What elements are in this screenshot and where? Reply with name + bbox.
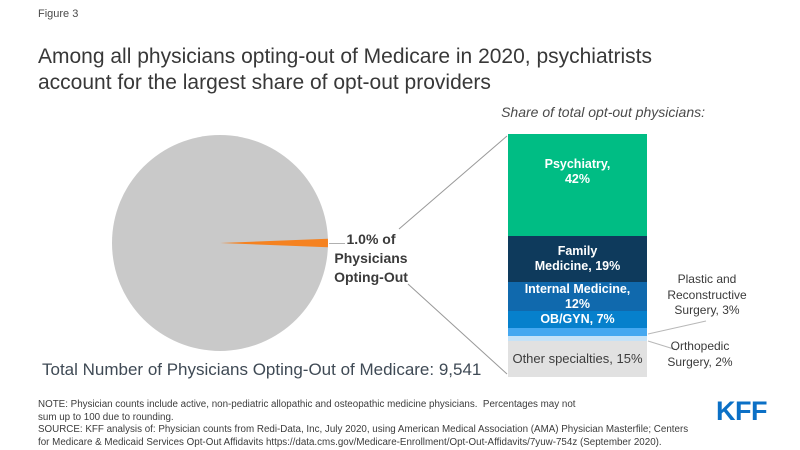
- bar-segment-other-label: Other specialties, 15%: [512, 351, 643, 367]
- bar-segment-orthopedic-surgery: [508, 335, 647, 341]
- bar-segment-obgyn-label: OB/GYN, 7%: [540, 312, 615, 327]
- psychiatry-label-line1: Psychiatry,: [544, 157, 611, 172]
- source-line1: SOURCE: KFF analysis of: Physician count…: [38, 424, 689, 435]
- callout-ortho-line1: Orthopedic: [670, 339, 730, 353]
- bar-segment-other-specialties: Other specialties, 15%: [508, 340, 647, 377]
- footnotes: NOTE: Physician counts include active, n…: [38, 399, 698, 449]
- pie-slice-remaining: [112, 135, 328, 351]
- bar-segment-family-label: Family Medicine, 19%: [535, 244, 620, 274]
- pie-callout-line3: Opting-Out: [334, 269, 408, 285]
- pie-callout-line2: Physicians: [334, 250, 408, 266]
- bar-segment-obgyn: OB/GYN, 7%: [508, 311, 647, 329]
- callout-orthopedic-surgery: Orthopedic Surgery, 2%: [650, 339, 750, 370]
- bar-segment-internal-label: Internal Medicine, 12%: [525, 282, 631, 312]
- note-line2: sum up to 100 due to rounding.: [38, 411, 174, 423]
- callout-ortho-line2: Surgery, 2%: [667, 354, 733, 369]
- pie-callout-line1: 1.0% of: [346, 231, 396, 247]
- total-count-label: Total Number of Physicians Opting-Out of…: [42, 360, 482, 379]
- bar-segment-plastic-surgery: [508, 328, 647, 336]
- bar-chart-subtitle: Share of total opt-out physicians:: [501, 104, 705, 120]
- note-line1: NOTE: Physician counts include active, n…: [38, 399, 576, 410]
- internal-label-line2: 12%: [564, 296, 591, 311]
- bar-segment-family-medicine: Family Medicine, 19%: [508, 236, 647, 283]
- callout-plastic-line3: Surgery, 3%: [674, 303, 740, 317]
- pie-callout-label: 1.0% of Physicians Opting-Out: [331, 230, 411, 287]
- pie-slice-opt-out: [220, 238, 328, 248]
- chart-title-line1: Among all physicians opting-out of Medic…: [38, 45, 652, 68]
- family-label-line2: Medicine, 19%: [534, 259, 621, 274]
- chart-title: Among all physicians opting-out of Medic…: [38, 44, 748, 96]
- leader-line-plastic: [647, 320, 707, 335]
- chart-title-line2: account for the largest share of opt-out…: [38, 71, 491, 94]
- bar-segment-psychiatry-label: Psychiatry, 42%: [545, 157, 611, 187]
- source-line2: for Medicare & Medicaid Services Opt-Out…: [38, 436, 662, 448]
- leader-line-top: [398, 135, 508, 230]
- callout-plastic-line1: Plastic and: [677, 272, 737, 286]
- figure-number: Figure 3: [38, 8, 79, 20]
- kff-logo: KFF: [716, 396, 767, 426]
- family-label-line1: Family: [557, 244, 598, 259]
- callout-plastic-line2: Reconstructive: [667, 287, 747, 302]
- psychiatry-label-line2: 42%: [564, 172, 591, 187]
- callout-plastic-surgery: Plastic and Reconstructive Surgery, 3%: [650, 272, 764, 319]
- internal-label-line1: Internal Medicine,: [524, 281, 631, 296]
- stacked-bar: Psychiatry, 42% Family Medicine, 19% Int…: [508, 134, 647, 377]
- bar-segment-psychiatry: Psychiatry, 42%: [508, 134, 647, 237]
- bar-segment-internal-medicine: Internal Medicine, 12%: [508, 282, 647, 312]
